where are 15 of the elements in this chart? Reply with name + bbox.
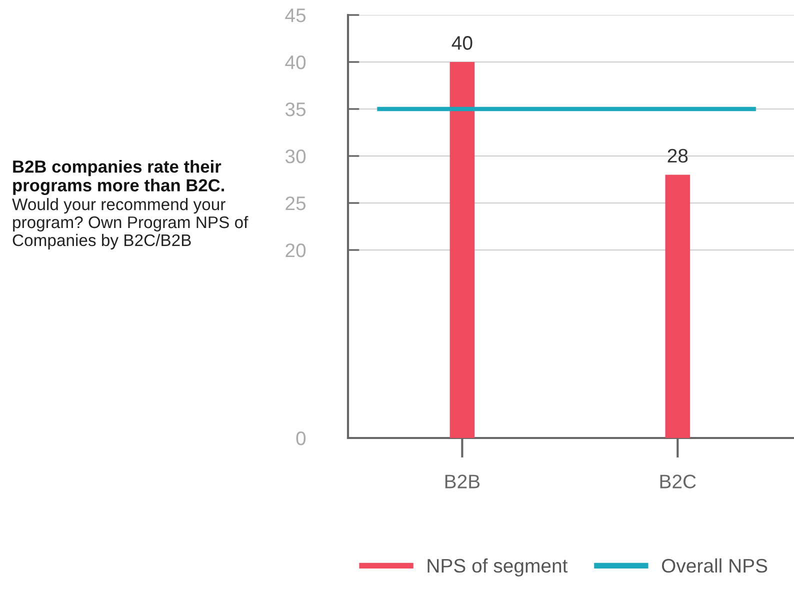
text: B2B companies rate their programs more than B2C. <box>13 160 224 195</box>
data-label: 28 <box>668 148 688 163</box>
legend-label: NPS of segment <box>428 558 568 576</box>
y-tick-label: 30 <box>285 149 306 164</box>
y-tick-label: 20 <box>286 243 306 258</box>
x-tick-label: B2B <box>445 474 480 488</box>
y-tick-label: 25 <box>286 196 306 210</box>
y-tick-label: 0 <box>296 431 306 446</box>
data-label: 40 <box>452 36 472 50</box>
y-tick-label: 45 <box>285 8 306 22</box>
y-tick-label: 35 <box>285 102 306 116</box>
x-tick-label: B2C <box>660 474 696 488</box>
legend-label: Overall NPS <box>662 558 768 573</box>
y-tick-label: 40 <box>285 55 306 70</box>
text: Would your recommend your program? Own Program NPS of Companies by B2C/B2B <box>12 198 248 250</box>
